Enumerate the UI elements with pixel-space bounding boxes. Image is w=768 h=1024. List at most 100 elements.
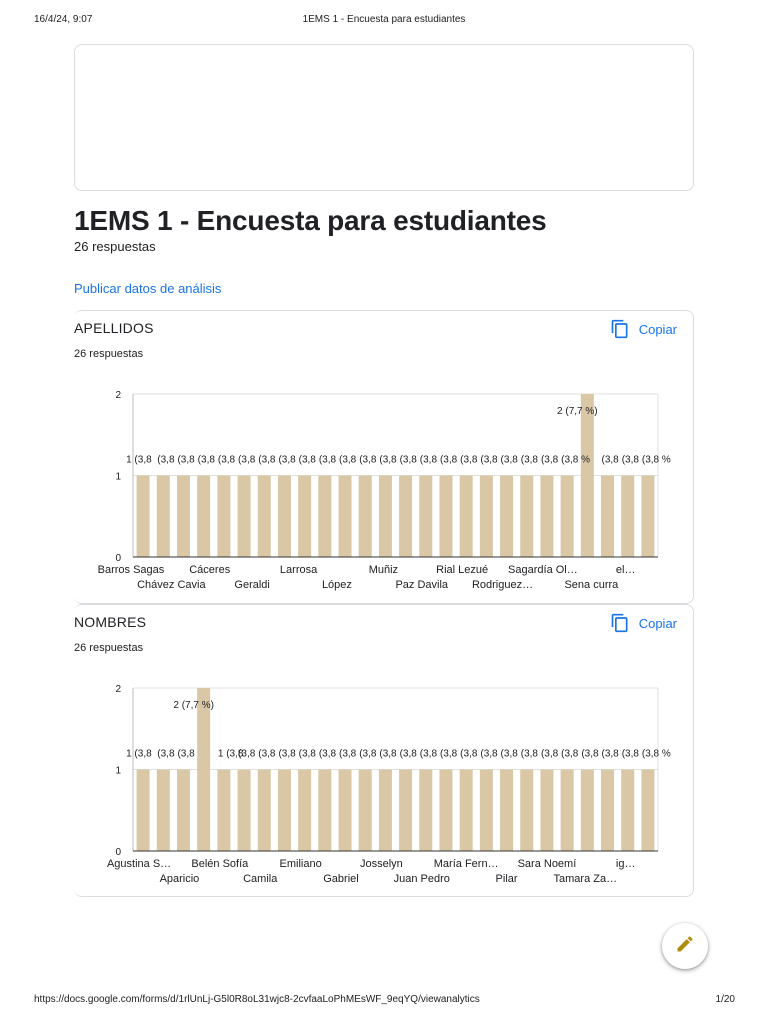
x-category-label: Larrosa [280,564,318,576]
bar [257,769,271,851]
data-label: (3,8 % [561,455,590,466]
bar [176,475,190,557]
publish-analytics-link[interactable]: Publicar datos de análisis [74,281,222,296]
x-category-label: Sena curra [564,579,619,591]
bar [520,769,534,851]
print-title: 1EMS 1 - Encuesta para estudiantes [302,14,466,25]
data-label: (3,8 [177,749,195,760]
bar [156,769,170,851]
bar [419,769,433,851]
bar [136,475,150,557]
bar [399,475,413,557]
bar [500,475,514,557]
data-label: (3,8 [460,455,478,466]
data-label: (3,8 [420,455,438,466]
x-category-label: Josselyn [360,858,403,870]
bar [237,475,251,557]
bar [378,475,392,557]
y-tick-label: 1 [115,472,121,483]
x-category-label: Pilar [496,873,518,885]
x-category-label: Sara Noemí [518,858,577,870]
x-category-label: Cáceres [189,564,230,576]
x-category-label: Rodriguez… [472,579,533,591]
data-label: (3,8 [319,455,337,466]
bar [500,769,514,851]
data-label: (3,8 [339,455,357,466]
data-label: (3,8 [581,749,599,760]
copy-button[interactable]: Copiar [610,317,677,341]
x-category-label: Chávez Cavia [137,579,206,591]
data-label: (3,8 [400,455,418,466]
bar [459,769,473,851]
data-label: (3,8 % [642,455,671,466]
x-category-label: Gabriel [323,873,358,885]
bar [439,475,453,557]
data-label: (3,8 [157,749,175,760]
edit-button[interactable] [662,923,708,969]
data-label: (3,8 [440,749,458,760]
x-category-label: Sagardía Ol… [508,564,578,576]
data-label: (3,8 [541,749,559,760]
x-category-label: Juan Pedro [394,873,450,885]
bar [601,769,615,851]
bar [176,769,190,851]
data-label: (3,8 [379,749,397,760]
data-label: (3,8 [177,455,195,466]
question-card-apellidos: APELLIDOS 26 respuestas Copiar 0 1 2 1 (3,8… [74,310,694,604]
question-title: APELLIDOS [74,320,154,336]
bar [560,769,574,851]
header-banner [74,44,694,191]
data-label: (3,8 [198,455,216,466]
data-label: (3,8 [258,749,276,760]
data-label: 1 (3,8 [126,749,152,760]
bar [257,475,271,557]
print-footer: https://docs.google.com/forms/d/1rlUnLj-… [0,994,768,1010]
bar [156,475,170,557]
data-label: (3,8 [501,749,519,760]
x-category-label: el… [616,564,636,576]
x-category-label: Belén Sofía [191,858,249,870]
x-category-label: ig… [616,858,636,870]
copy-icon [610,319,630,339]
data-label: 2 (7,7 %) [173,700,214,711]
x-category-label: Aparicio [160,873,200,885]
bar [399,769,413,851]
question-title: NOMBRES [74,614,147,630]
x-category-label: Geraldi [234,579,269,591]
data-label: (3,8 [379,455,397,466]
response-count: 26 respuestas [74,239,156,254]
data-label: (3,8 [278,749,296,760]
data-label: (3,8 % [642,749,671,760]
bar [338,475,352,557]
x-category-label: Barros Sagas [98,564,165,576]
data-label: (3,8 [339,749,357,760]
data-label: (3,8 [299,749,317,760]
data-label: (3,8 [258,455,276,466]
data-label: (3,8 [420,749,438,760]
bar [338,769,352,851]
bar [520,475,534,557]
data-label: (3,8 [521,455,539,466]
data-label: (3,8 [359,749,377,760]
data-label: (3,8 [460,749,478,760]
data-label: (3,8 [319,749,337,760]
x-category-label: Emiliano [280,858,322,870]
bar [197,475,211,557]
bar [540,475,554,557]
bar [136,769,150,851]
print-header: 16/4/24, 9:07 1EMS 1 - Encuesta para est… [0,14,768,30]
bar [621,769,635,851]
bar [298,475,312,557]
bar [197,688,211,851]
bar [298,769,312,851]
y-tick-label: 1 [115,766,121,777]
x-category-label: María Fern… [434,858,499,870]
bar [277,475,291,557]
data-label: (3,8 [622,749,640,760]
form-title: 1EMS 1 - Encuesta para estudiantes [74,205,547,236]
data-label: (3,8 [541,455,559,466]
copy-button[interactable]: Copiar [610,611,677,635]
data-label: (3,8 [480,749,498,760]
